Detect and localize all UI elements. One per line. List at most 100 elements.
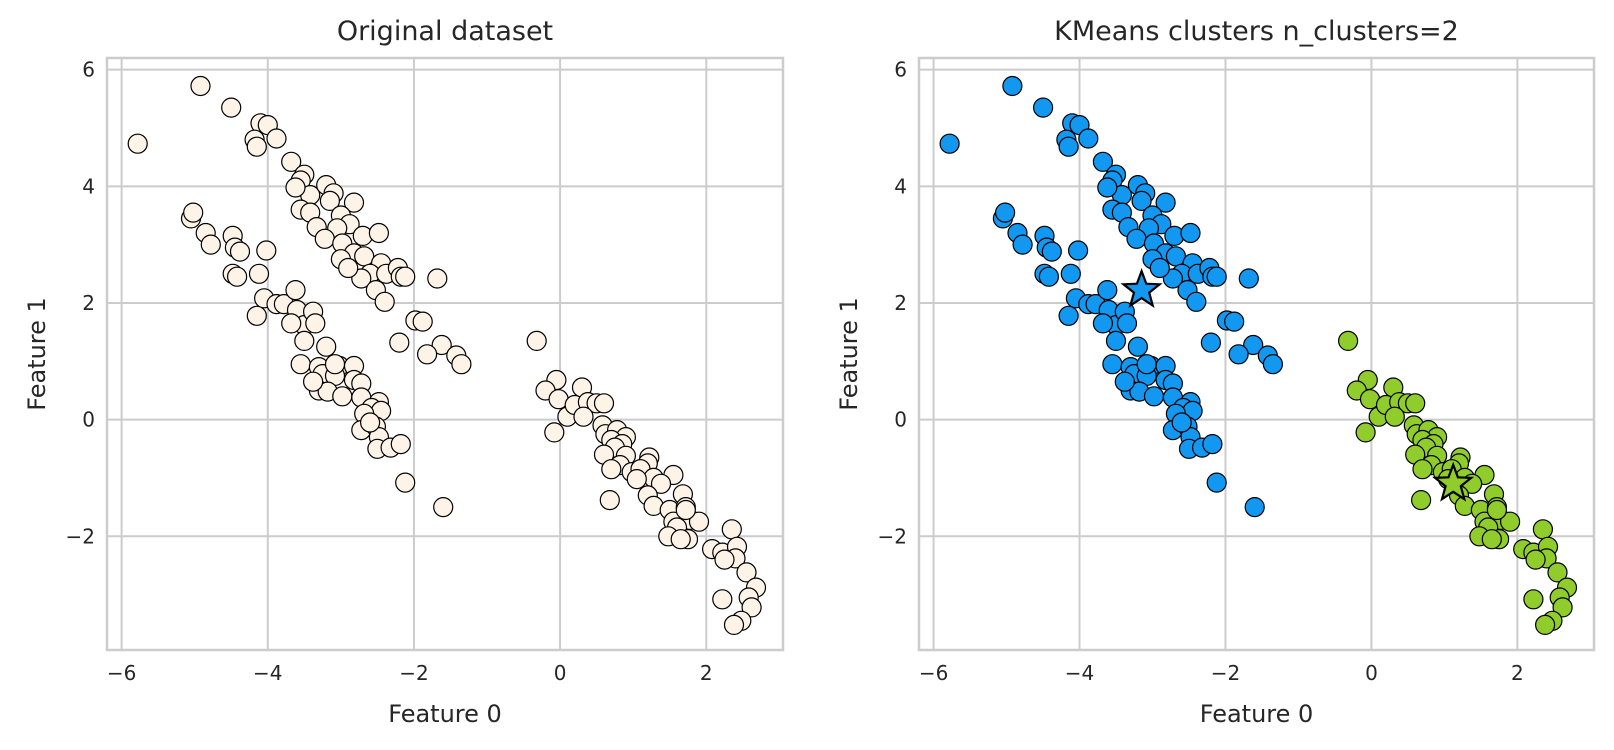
data-point bbox=[1405, 393, 1426, 414]
data-point bbox=[266, 128, 287, 149]
x-tick-label: −4 bbox=[1065, 661, 1094, 685]
data-point bbox=[1067, 240, 1089, 261]
left-scatter-plot: −6 −4 −2 0 2 −2 0 2 4 6 Original dataset Feature 0 F… bbox=[23, 16, 785, 728]
data-point bbox=[417, 344, 438, 365]
data-point bbox=[1534, 614, 1556, 636]
data-point bbox=[1238, 268, 1259, 289]
data-point bbox=[395, 472, 416, 493]
data-point bbox=[305, 313, 326, 334]
data-point bbox=[712, 589, 733, 610]
data-point bbox=[433, 497, 454, 518]
data-point bbox=[1041, 241, 1062, 262]
data-point bbox=[675, 499, 696, 521]
data-point bbox=[1547, 562, 1568, 583]
data-point bbox=[303, 371, 324, 392]
data-point bbox=[1038, 266, 1060, 287]
data-point bbox=[939, 133, 960, 154]
data-point bbox=[994, 202, 1016, 223]
data-point bbox=[127, 133, 148, 154]
data-point bbox=[741, 597, 762, 618]
x-tick-label: −2 bbox=[399, 661, 428, 685]
data-point bbox=[354, 246, 375, 267]
data-point bbox=[1092, 151, 1114, 172]
data-point bbox=[294, 330, 315, 351]
x-axis-label: Feature 0 bbox=[388, 700, 502, 728]
data-point bbox=[1171, 412, 1192, 433]
data-point bbox=[324, 354, 346, 375]
data-point bbox=[1499, 511, 1521, 532]
data-point bbox=[338, 257, 359, 279]
data-point bbox=[1092, 313, 1114, 334]
data-point bbox=[544, 422, 565, 443]
data-point bbox=[246, 305, 267, 326]
data-point bbox=[573, 406, 594, 427]
y-tick-label: 6 bbox=[894, 58, 907, 82]
data-point bbox=[1127, 336, 1149, 357]
data-point bbox=[1097, 177, 1118, 198]
data-point bbox=[1523, 589, 1544, 610]
y-tick-label: −2 bbox=[66, 524, 95, 548]
data-point bbox=[1244, 497, 1265, 518]
x-tick-label: −6 bbox=[919, 661, 948, 685]
data-point bbox=[601, 459, 622, 480]
data-point bbox=[285, 280, 306, 301]
y-tick-label: 4 bbox=[894, 174, 907, 198]
data-point bbox=[1032, 97, 1054, 118]
y-axis-label: Feature 1 bbox=[835, 297, 863, 411]
data-point bbox=[1097, 280, 1118, 301]
data-point bbox=[412, 311, 433, 332]
data-point bbox=[316, 336, 337, 357]
data-point bbox=[281, 151, 302, 172]
x-tick-label: 0 bbox=[554, 661, 567, 685]
data-point bbox=[1126, 228, 1147, 249]
y-tick-label: 0 bbox=[894, 408, 907, 432]
data-point bbox=[1186, 291, 1207, 312]
data-point bbox=[599, 490, 620, 511]
data-point bbox=[1202, 434, 1223, 455]
chart-title: KMeans clusters n_clusters=2 bbox=[1054, 16, 1459, 47]
cluster-centroid-star bbox=[1120, 267, 1163, 309]
data-point bbox=[1155, 192, 1176, 213]
data-point bbox=[688, 511, 710, 532]
data-point bbox=[246, 136, 267, 157]
data-point bbox=[1058, 136, 1079, 157]
data-point bbox=[1412, 459, 1433, 480]
data-point bbox=[314, 228, 335, 249]
data-point bbox=[1224, 311, 1245, 332]
y-tick-label: 4 bbox=[82, 174, 95, 198]
data-point bbox=[670, 529, 691, 550]
data-point bbox=[1206, 472, 1227, 493]
data-point bbox=[256, 240, 277, 261]
data-point bbox=[1136, 354, 1157, 375]
data-point bbox=[1180, 222, 1201, 244]
data-point bbox=[626, 469, 647, 490]
data-point bbox=[1552, 597, 1573, 618]
data-point bbox=[451, 354, 472, 375]
data-point bbox=[721, 519, 742, 540]
data-point bbox=[221, 97, 242, 118]
data-point bbox=[1102, 354, 1123, 375]
data-point bbox=[319, 190, 340, 211]
data-point bbox=[1355, 422, 1376, 443]
data-point bbox=[1078, 128, 1099, 149]
x-tick-label: −6 bbox=[107, 661, 136, 685]
data-point bbox=[374, 291, 395, 312]
axes-frame bbox=[917, 56, 1596, 652]
data-point bbox=[229, 241, 251, 262]
data-point bbox=[1486, 499, 1508, 521]
y-tick-label: 2 bbox=[894, 291, 907, 315]
data-point bbox=[1002, 75, 1023, 97]
data-point bbox=[248, 263, 270, 284]
y-tick-label: −2 bbox=[878, 524, 907, 548]
data-point bbox=[1228, 344, 1249, 365]
data-point bbox=[395, 266, 416, 287]
data-point bbox=[1384, 406, 1405, 427]
data-point bbox=[1200, 332, 1222, 353]
data-point bbox=[723, 614, 745, 636]
data-point bbox=[1525, 549, 1546, 570]
right-scatter-plot: −6 −4 −2 0 2 −2 0 2 4 6 KMeans clusters n_clusters… bbox=[835, 16, 1596, 728]
data-point bbox=[183, 202, 204, 223]
data-point bbox=[1481, 529, 1502, 550]
cluster-centroid-star bbox=[1432, 461, 1475, 502]
data-point bbox=[290, 354, 311, 375]
